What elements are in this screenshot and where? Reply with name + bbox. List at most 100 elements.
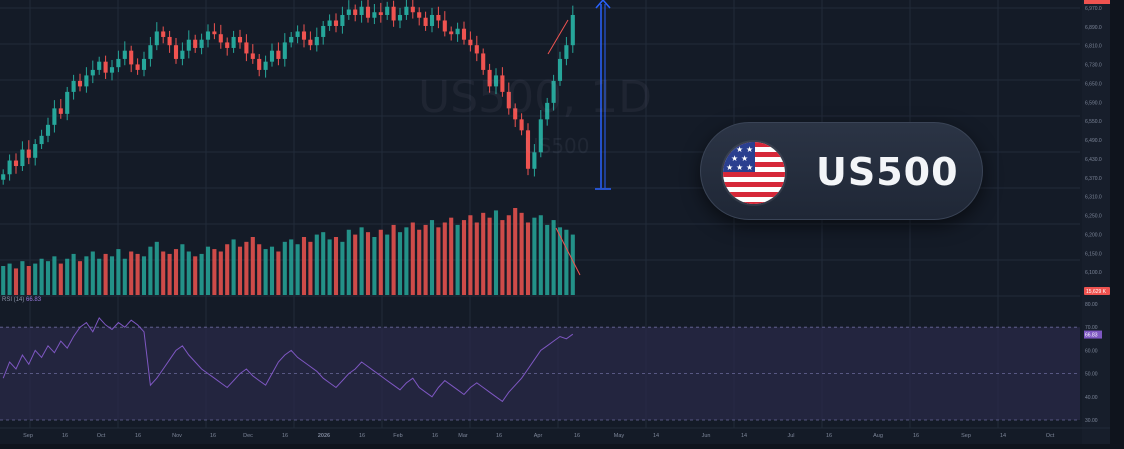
volume-bar <box>289 239 294 295</box>
bottom-edge <box>0 444 1124 449</box>
volume-bar <box>58 263 63 295</box>
candle <box>525 130 531 169</box>
volume-bar <box>237 246 243 295</box>
volume-bar <box>84 256 89 295</box>
volume-bar <box>282 241 287 295</box>
price-tick-label: 6,430.0 <box>1085 157 1102 163</box>
volume-bar <box>97 258 102 295</box>
volume-bar <box>372 237 377 295</box>
rsi-header: RSI (14) 66.83 <box>2 297 41 303</box>
volume-bar <box>186 251 191 295</box>
volume-bar <box>250 237 255 295</box>
candle <box>301 31 307 40</box>
date-tick-label: Oct <box>1046 433 1055 439</box>
volume-bar <box>314 234 319 295</box>
candle <box>193 39 198 48</box>
candle <box>519 119 524 131</box>
svg-text:★: ★ <box>726 145 733 154</box>
volume-bar <box>333 237 339 295</box>
svg-text:★: ★ <box>726 163 733 172</box>
candle <box>353 9 358 15</box>
last-price-flag <box>1084 0 1110 4</box>
candle <box>500 75 505 92</box>
rsi-tick-label: 70.00 <box>1085 325 1098 331</box>
candle <box>52 108 57 125</box>
price-tick-label: 6,890.0 <box>1085 25 1102 31</box>
candle <box>39 135 44 145</box>
volume-bar <box>135 253 140 295</box>
candle <box>167 36 172 46</box>
symbol-watermark-sub: US500 <box>524 134 590 158</box>
candle <box>250 53 255 59</box>
candle <box>481 53 486 70</box>
volume-bar <box>391 224 396 295</box>
date-tick-label: 16 <box>574 433 580 439</box>
volume-bar <box>161 251 166 295</box>
svg-text:★: ★ <box>736 163 743 172</box>
candle <box>340 14 345 26</box>
candle <box>372 12 377 18</box>
date-tick-label: 14 <box>653 433 659 439</box>
volume-bar <box>13 268 19 295</box>
candle <box>20 149 25 167</box>
date-tick-label: 16 <box>432 433 438 439</box>
rsi-tick-label: 60.00 <box>1085 348 1098 354</box>
volume-bar <box>39 258 44 295</box>
volume-bar <box>493 210 499 295</box>
volume-bar <box>487 217 492 295</box>
date-tick-label: Jun <box>702 433 711 439</box>
candle <box>135 64 140 70</box>
candle <box>333 20 339 26</box>
date-tick-label: Dec <box>243 433 253 439</box>
candle <box>564 45 569 59</box>
candle <box>327 20 332 26</box>
volume-bar <box>244 241 249 295</box>
volume-bar <box>33 263 38 295</box>
volume-bar <box>103 253 108 295</box>
candle <box>321 25 326 37</box>
volume-bar <box>276 251 281 295</box>
candle <box>186 39 191 51</box>
svg-text:★: ★ <box>731 154 738 163</box>
date-tick-label: 16 <box>913 433 919 439</box>
date-tick-label: Sep <box>23 433 33 439</box>
volume-bar <box>90 251 95 295</box>
volume-bar <box>340 241 345 295</box>
volume-bar <box>71 253 76 295</box>
candle <box>90 69 95 76</box>
volume-bar <box>122 258 127 295</box>
volume-bar <box>154 241 159 295</box>
date-tick-label: 16 <box>496 433 502 439</box>
volume-bar <box>327 239 332 295</box>
candle <box>1 174 6 180</box>
right-edge <box>1110 0 1124 449</box>
candle <box>129 50 134 65</box>
volume-bar <box>557 227 563 295</box>
rsi-line <box>2 317 574 403</box>
volume-bar <box>468 215 473 295</box>
up-arrow-head <box>595 0 611 9</box>
volume-bar <box>500 220 505 295</box>
volume-bar <box>346 229 351 295</box>
candle <box>557 58 563 81</box>
volume-bar <box>269 246 275 295</box>
candle <box>263 61 268 70</box>
volume-bar <box>129 251 134 295</box>
date-tick-label: 16 <box>135 433 141 439</box>
date-tick-label: May <box>614 433 625 439</box>
candle <box>244 42 249 54</box>
volume-bar <box>513 208 518 295</box>
candle <box>218 34 223 43</box>
volume-bar <box>141 256 147 295</box>
candle <box>212 31 217 35</box>
volume-bar <box>77 261 83 295</box>
candle <box>308 39 313 46</box>
rsi-tick-label: 30.00 <box>1085 418 1098 424</box>
volume-bar <box>429 220 435 295</box>
symbol-watermark: US500, 1D <box>418 72 652 123</box>
candle <box>180 50 185 59</box>
volume-bar <box>404 227 409 295</box>
date-tick-label: Sep <box>961 433 971 439</box>
candle <box>385 6 390 15</box>
price-tick-label: 6,370.0 <box>1085 176 1102 182</box>
